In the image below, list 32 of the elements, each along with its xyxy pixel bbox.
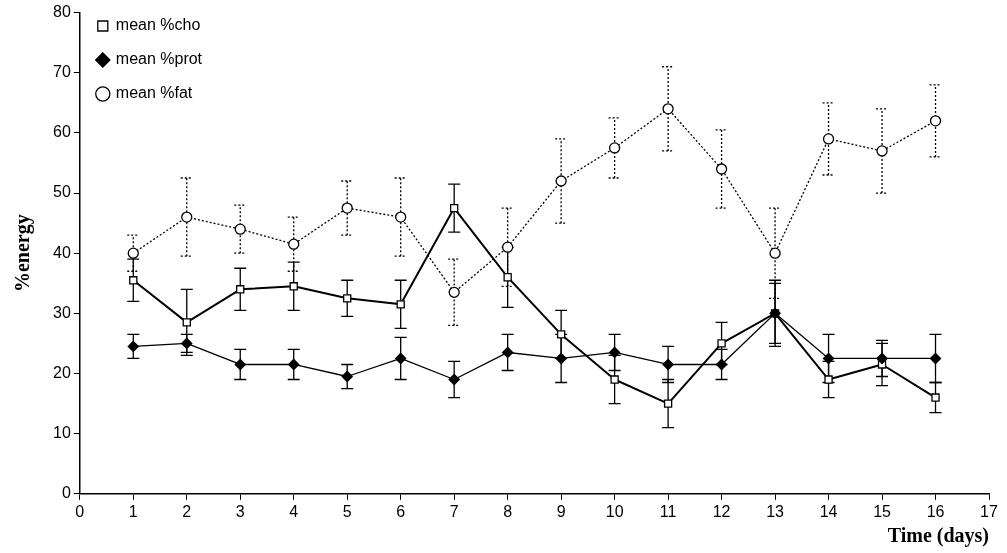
x-tick-label: 14 xyxy=(819,502,838,520)
y-tick-label: 40 xyxy=(53,243,71,261)
x-tick-label: 5 xyxy=(342,502,352,520)
y-tick-label: 50 xyxy=(53,183,71,201)
x-tick-label: 0 xyxy=(75,502,85,520)
x-tick-label: 11 xyxy=(659,502,677,520)
x-tick-label: 6 xyxy=(396,502,406,520)
x-tick-label: 1 xyxy=(128,502,138,520)
legend-label: mean %fat xyxy=(115,84,193,102)
y-tick-label: 0 xyxy=(61,484,71,502)
x-axis-title: Time (days) xyxy=(887,524,989,548)
legend-label: mean %prot xyxy=(115,50,203,68)
x-tick-label: 12 xyxy=(712,502,731,520)
y-tick-label: 60 xyxy=(53,123,71,141)
x-tick-label: 8 xyxy=(503,502,513,520)
x-tick-label: 15 xyxy=(873,502,892,520)
y-tick-label: 10 xyxy=(53,424,71,442)
y-tick-label: 20 xyxy=(53,363,71,381)
x-tick-label: 4 xyxy=(289,502,299,520)
y-axis-title: %energy xyxy=(11,214,35,293)
y-tick-label: 70 xyxy=(53,63,71,81)
x-tick-label: 13 xyxy=(766,502,785,520)
x-tick-label: 7 xyxy=(449,502,459,520)
x-tick-label: 3 xyxy=(235,502,245,520)
x-tick-label: 2 xyxy=(182,502,192,520)
x-tick-label: 10 xyxy=(605,502,624,520)
y-tick-label: 30 xyxy=(53,303,71,321)
x-tick-label: 17 xyxy=(980,502,998,520)
y-tick-label: 80 xyxy=(53,3,71,21)
x-tick-label: 16 xyxy=(926,502,945,520)
legend-label: mean %cho xyxy=(115,16,201,34)
x-tick-label: 9 xyxy=(556,502,566,520)
